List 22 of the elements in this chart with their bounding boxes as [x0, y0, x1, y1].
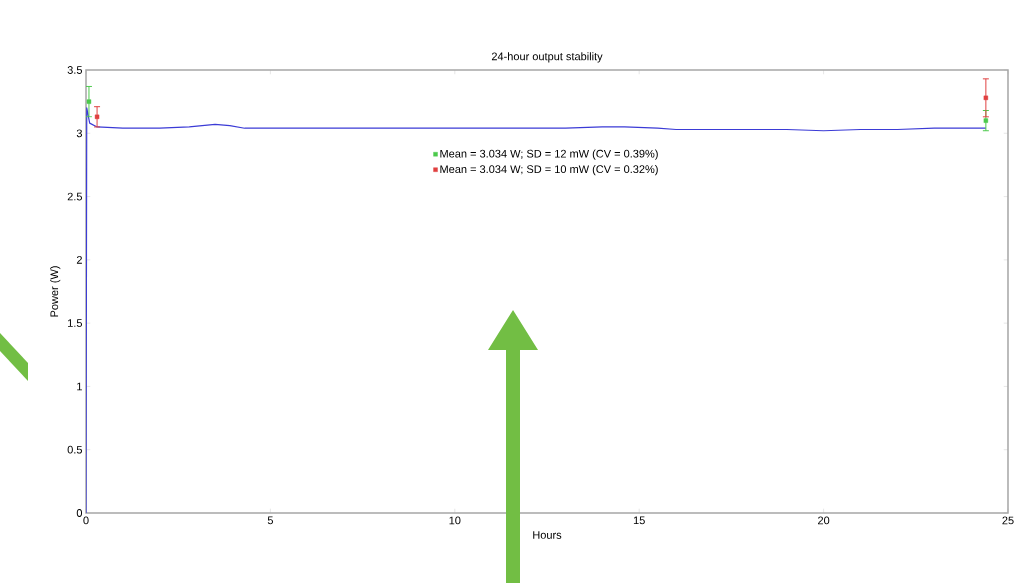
legend-label: Mean = 3.034 W; SD = 10 mW (CV = 0.32%) — [440, 164, 658, 176]
y-tick-label: 3 — [76, 129, 82, 138]
point — [983, 95, 989, 101]
x-axis-title: Hours — [533, 531, 562, 539]
point — [86, 99, 92, 104]
legend-label: Mean = 3.034 W; SD = 12 mW (CV = 0.39%) — [440, 149, 658, 160]
x-tick-label: 5 — [267, 516, 273, 525]
x-tick-label: 15 — [633, 516, 645, 525]
y-tick-label: 1 — [77, 382, 82, 391]
y-tick-label: 3.5 — [67, 66, 82, 74]
y-tick-label: 1.5 — [68, 319, 82, 327]
x-tick-label: 10 — [449, 516, 461, 525]
chart-title: 24-hour output stability — [491, 52, 603, 63]
y-tick-label: 0 — [76, 509, 83, 517]
y-tick-label: 0.5 — [67, 445, 82, 454]
y-tick-label: 2.5 — [67, 192, 82, 201]
y-tick-label: 2 — [76, 256, 82, 264]
x-tick-label: 0 — [83, 516, 89, 525]
x-tick-label: 20 — [818, 516, 830, 525]
y-axis-title: Power (W) — [50, 266, 61, 317]
x-tick-label: 25 — [1002, 516, 1014, 525]
point — [94, 114, 100, 120]
